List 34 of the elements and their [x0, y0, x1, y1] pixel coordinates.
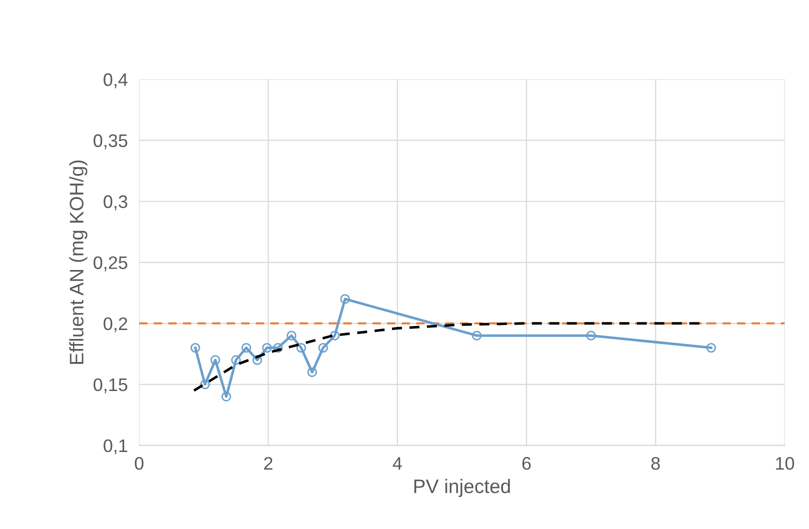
point — [200, 380, 210, 390]
y-tick-label: 0,35 — [94, 134, 128, 150]
x-axis-title: PV injected — [414, 478, 510, 498]
point — [190, 342, 200, 353]
point — [231, 355, 241, 365]
point — [241, 342, 252, 353]
y-tick-label: 0,2 — [104, 317, 128, 332]
point — [286, 330, 296, 340]
point — [273, 342, 283, 353]
y-tick-label: 0,4 — [104, 73, 128, 88]
point — [340, 294, 350, 304]
x-tick-label: 10 — [776, 457, 794, 470]
point — [706, 342, 716, 353]
x-tick-label: 2 — [264, 457, 272, 470]
point — [307, 367, 318, 378]
point — [330, 330, 340, 340]
point — [318, 342, 328, 353]
point — [472, 330, 482, 340]
y-tick-label: 0,15 — [94, 378, 128, 394]
y-tick-label: 0,25 — [94, 256, 128, 272]
point — [221, 392, 232, 402]
point — [296, 342, 306, 353]
point — [210, 355, 220, 365]
x-tick-label: 6 — [522, 457, 531, 470]
y-tick-label: 0,1 — [104, 439, 128, 454]
y-tick-label: 0,3 — [104, 195, 128, 210]
y-axis-title: Effluent AN (mg KOH/g) — [69, 160, 88, 364]
point — [586, 330, 596, 340]
point — [252, 355, 262, 365]
x-tick-label: 4 — [392, 457, 402, 470]
line-series — [192, 322, 709, 392]
x-tick-label: 0 — [134, 457, 144, 470]
x-tick-label: 8 — [651, 457, 660, 470]
point — [262, 342, 272, 353]
